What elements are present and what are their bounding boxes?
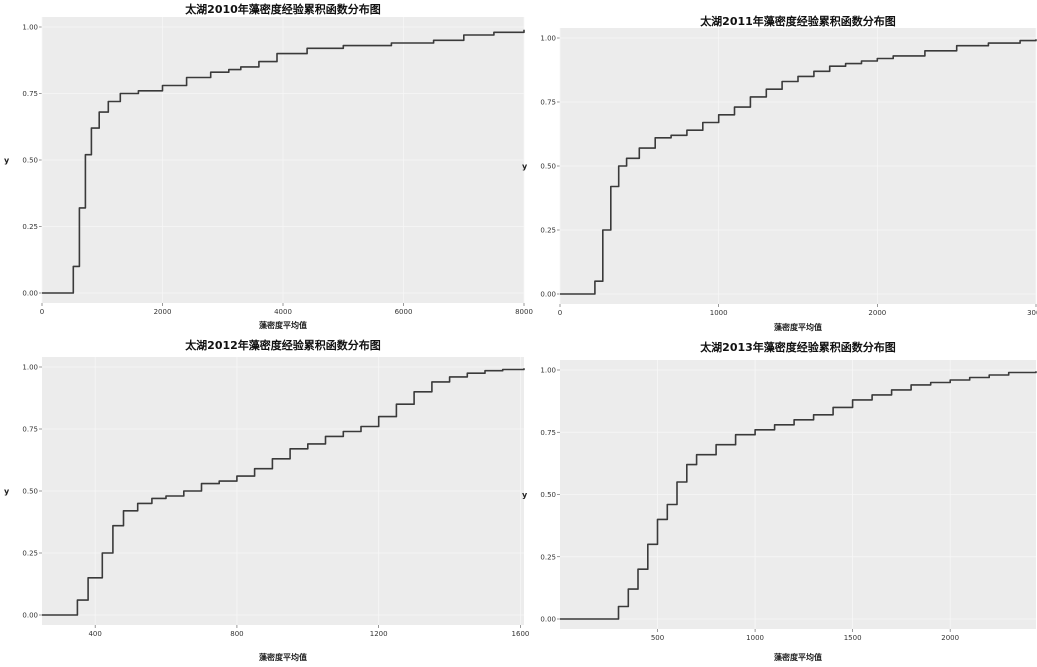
ecdf-line xyxy=(560,39,1037,295)
chart-title: 太湖2012年藻密度经验累积函数分布图 xyxy=(184,338,381,352)
y-axis-label: y xyxy=(4,487,10,496)
y-tick-label: 1.00 xyxy=(540,367,556,375)
x-tick-label: 800 xyxy=(230,630,243,638)
x-axis-label: 藻密度平均值 xyxy=(259,320,307,330)
y-tick-label: 0.00 xyxy=(22,612,38,620)
y-tick-label: 0.50 xyxy=(540,163,556,171)
x-tick-label: 0 xyxy=(40,308,44,316)
y-axis-label: y xyxy=(4,156,10,165)
chart-title: 太湖2011年藻密度经验累积函数分布图 xyxy=(699,14,896,28)
x-axis-label: 藻密度平均值 xyxy=(774,652,822,662)
y-axis-label: y xyxy=(522,162,528,171)
ecdf-line xyxy=(42,29,525,294)
y-tick-label: 0.25 xyxy=(540,227,556,235)
y-tick-label: 0.75 xyxy=(540,99,556,107)
x-axis-label: 藻密度平均值 xyxy=(774,322,822,332)
y-tick-label: 0.75 xyxy=(22,90,38,98)
x-tick-label: 8000 xyxy=(515,308,533,316)
y-axis-label: y xyxy=(522,491,528,500)
y-tick-label: 0.75 xyxy=(22,426,38,434)
chart-panel-2: 太湖2011年藻密度经验累积函数分布图 0.00 0.25 0.50 0.75 1.00 0… xyxy=(522,14,1037,332)
x-tick-label: 500 xyxy=(651,634,664,642)
ecdf-line xyxy=(42,368,525,616)
chart-title: 太湖2010年藻密度经验累积函数分布图 xyxy=(184,2,381,16)
x-tick-label: 400 xyxy=(88,630,101,638)
y-tick-label: 0.00 xyxy=(540,291,556,299)
x-tick-label: 4000 xyxy=(274,308,292,316)
x-tick-label: 6000 xyxy=(395,308,413,316)
y-tick-label: 0.50 xyxy=(540,491,556,499)
y-tick-label: 0.00 xyxy=(22,290,38,298)
y-tick-label: 0.50 xyxy=(22,488,38,496)
x-tick-label: 2000 xyxy=(868,309,886,317)
y-tick-label: 0.50 xyxy=(22,157,38,165)
y-tick-label: 0.75 xyxy=(540,429,556,437)
x-tick-label: 1500 xyxy=(844,634,862,642)
x-tick-label: 0 xyxy=(558,309,562,317)
x-tick-label: 1000 xyxy=(746,634,764,642)
chart-panel-3: 太湖2012年藻密度经验累积函数分布图 0.00 0.25 0.50 0.75 1.00 4… xyxy=(4,338,529,662)
x-tick-label: 2000 xyxy=(154,308,172,316)
y-tick-label: 0.25 xyxy=(22,223,38,231)
y-tick-label: 0.25 xyxy=(540,553,556,561)
y-tick-label: 0.00 xyxy=(540,616,556,624)
y-tick-label: 0.25 xyxy=(22,550,38,558)
chart-panel-4: 太湖2013年藻密度经验累积函数分布图 0.00 0.25 0.50 0.75 1.00 5… xyxy=(522,340,1037,662)
x-axis-label: 藻密度平均值 xyxy=(259,652,307,662)
x-tick-label: 1200 xyxy=(370,630,388,638)
y-tick-label: 1.00 xyxy=(22,364,38,372)
y-tick-label: 1.00 xyxy=(540,35,556,43)
x-tick-label: 1000 xyxy=(710,309,728,317)
x-tick-label: 2000 xyxy=(941,634,959,642)
ecdf-line xyxy=(560,371,1037,620)
x-tick-label: 1600 xyxy=(512,630,530,638)
chart-title: 太湖2013年藻密度经验累积函数分布图 xyxy=(699,340,896,354)
x-tick-label: 3000 xyxy=(1027,309,1037,317)
y-tick-label: 1.00 xyxy=(22,24,38,32)
chart-panel-1: 太湖2010年藻密度经验累积函数分布图 0.00 0.25 0.50 0.75 1.00 0… xyxy=(4,2,533,330)
